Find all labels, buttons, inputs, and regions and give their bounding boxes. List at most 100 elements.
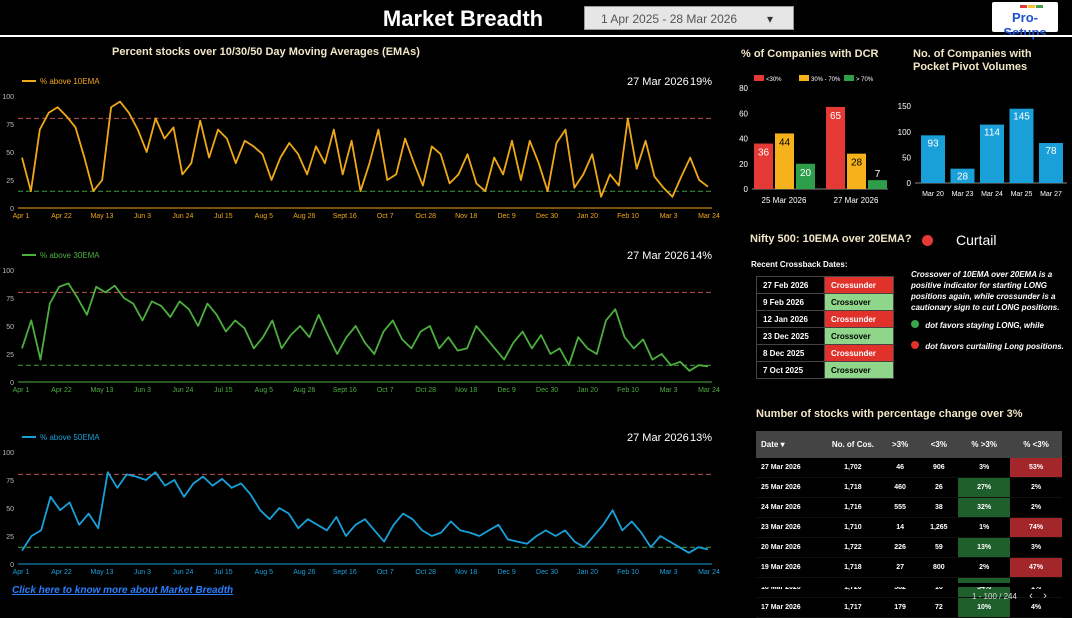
latest-value: 13%	[690, 432, 712, 444]
table-cell: 800	[919, 557, 959, 578]
x-tick-label: Apr 22	[51, 213, 72, 220]
column-header: <3%	[919, 431, 959, 458]
x-tick-label: Apr 22	[51, 387, 72, 394]
header-divider	[0, 35, 1072, 37]
x-tick-label: Apr 1	[13, 213, 30, 220]
table-row: 19 Mar 2026 1,718 27 800 2% 47%	[756, 557, 1062, 578]
x-tick-label: 27 Mar 2026	[834, 196, 879, 205]
crossback-signal: Crossunder	[824, 310, 894, 328]
prev-page-button[interactable]: ‹	[1029, 590, 1033, 602]
x-tick-label: Jul 15	[214, 387, 233, 394]
table-cell: 26	[919, 477, 959, 498]
date-range-picker[interactable]: 1 Apr 2025 - 28 Mar 2026 ▾	[584, 6, 794, 30]
table-cell: 38	[919, 497, 959, 518]
x-tick-label: Sept 16	[333, 387, 357, 394]
crossover-note: Crossover of 10EMA over 20EMA is a posit…	[911, 269, 1066, 352]
legend-label: 30% - 70%	[811, 77, 841, 83]
x-tick-label: Feb 10	[617, 387, 639, 394]
bar	[775, 133, 794, 189]
table-cell: 3%	[1010, 537, 1062, 558]
latest-value: 19%	[690, 76, 712, 88]
recent-crossback-label: Recent Crossback Dates:	[751, 260, 848, 269]
x-tick-label: Oct 28	[415, 387, 436, 394]
x-tick-label: Mar 27	[1040, 191, 1062, 198]
y-tick-label: 0	[10, 206, 14, 213]
pager-range: 1 - 100 / 244	[972, 592, 1017, 601]
legend-label: > 70%	[856, 77, 874, 83]
logo-bar-yellow	[1028, 5, 1035, 8]
legend-red-row: dot favors curtailing Long positions.	[911, 341, 1066, 352]
y-tick-label: 80	[739, 84, 748, 93]
table-cell: 555	[880, 497, 920, 518]
pocket-pivot-title: No. of Companies with Pocket Pivot Volum…	[913, 48, 1032, 73]
stocks-change-table: Date ▾ No. of Cos. >3% <3%% >3%% <3% 27 Mar …	[756, 431, 1062, 618]
y-tick-label: 100	[898, 128, 912, 137]
table-cell: 1,710	[825, 517, 881, 538]
bar	[950, 168, 975, 183]
next-page-button[interactable]: ›	[1043, 590, 1047, 602]
x-tick-label: Oct 28	[415, 213, 436, 220]
table-cell: 59	[919, 537, 959, 558]
x-tick-label: Mar 24	[698, 213, 720, 220]
table-cell: 19 Mar 2026	[756, 557, 826, 578]
x-tick-label: Feb 10	[617, 569, 639, 576]
page-title: Market Breadth	[382, 6, 544, 31]
data-label: 36	[758, 148, 770, 159]
bar	[980, 124, 1004, 183]
x-tick-label: Aug 26	[293, 213, 315, 220]
data-label: 78	[1045, 146, 1057, 157]
crossback-date: 9 Feb 2026	[756, 293, 825, 311]
data-label: 114	[984, 128, 1000, 139]
ema-chart-2: % above 30EMA 27 Mar 2026 14% 0 25 50 75 100 Apr…	[2, 250, 720, 394]
legend-swatch	[844, 75, 854, 81]
crossback-row: 9 Feb 2026 Crossover	[756, 293, 894, 311]
x-tick-label: Sept 16	[333, 569, 357, 576]
table-cell: 2%	[1010, 497, 1062, 518]
x-tick-label: Jun 24	[172, 213, 193, 220]
note-text: Crossover of 10EMA over 20EMA is a posit…	[911, 270, 1060, 312]
market-breadth-link[interactable]: Click here to know more about Market Bre…	[12, 585, 234, 596]
table-row: 17 Mar 2026 1,717 179 72 10% 4%	[756, 597, 1062, 618]
bar	[796, 163, 815, 189]
x-tick-label: Aug 5	[255, 387, 273, 394]
crossback-row: 12 Jan 2026 Crossunder	[756, 310, 894, 328]
ema-chart-3: % above 50EMA 27 Mar 2026 13% 0 25 50 75 100 Apr…	[2, 432, 720, 576]
dcr-chart: <30% 30% - 70% > 70% 0 20 40 60 80 36 44 20 25 Mar …	[739, 75, 888, 205]
x-tick-label: Jun 3	[134, 569, 151, 576]
table-cell: 74%	[1010, 517, 1062, 538]
sort-date-header[interactable]: Date ▾	[756, 431, 826, 458]
data-label: 20	[800, 168, 812, 179]
table-cell: 14	[880, 517, 920, 538]
x-tick-label: Aug 26	[293, 569, 315, 576]
table-fade	[756, 583, 1062, 587]
table-cell: 1,722	[825, 537, 881, 558]
x-tick-label: Dec 30	[536, 569, 558, 576]
latest-date: 27 Mar 2026	[627, 250, 689, 262]
x-tick-label: Jan 20	[577, 569, 598, 576]
legend-swatch	[754, 75, 764, 81]
x-tick-label: Jul 15	[214, 213, 233, 220]
table-cell: 27%	[958, 477, 1011, 498]
table-cell: 27 Mar 2026	[756, 458, 826, 478]
bar	[868, 180, 887, 189]
x-tick-label: Jun 24	[172, 569, 193, 576]
y-tick-label: 100	[2, 268, 14, 275]
y-tick-label: 0	[10, 562, 14, 569]
data-label: 7	[875, 169, 881, 180]
table-cell: 1,720	[825, 577, 881, 598]
crossback-table: 27 Feb 2026 Crossunder 9 Feb 2026 Crossover…	[756, 276, 894, 379]
latest-date: 27 Mar 2026	[627, 432, 689, 444]
x-tick-label: 25 Mar 2026	[762, 196, 807, 205]
y-tick-label: 50	[6, 506, 14, 513]
x-tick-label: Mar 24	[698, 569, 720, 576]
table-header-row: Date ▾ No. of Cos. >3% <3%% >3%% <3%	[756, 431, 1062, 458]
date-range-value: 1 Apr 2025 - 28 Mar 2026	[601, 12, 738, 26]
x-tick-label: Mar 25	[1011, 191, 1033, 198]
bar	[847, 153, 866, 189]
table-cell: 17 Mar 2026	[756, 597, 826, 618]
y-tick-label: 25	[6, 352, 14, 359]
ema-chart-1: % above 10EMA 27 Mar 2026 19% 0 25 50 75 100 Apr…	[2, 76, 720, 220]
x-tick-label: Mar 20	[922, 191, 944, 198]
bar	[1039, 143, 1063, 183]
table-cell: 226	[880, 537, 920, 558]
